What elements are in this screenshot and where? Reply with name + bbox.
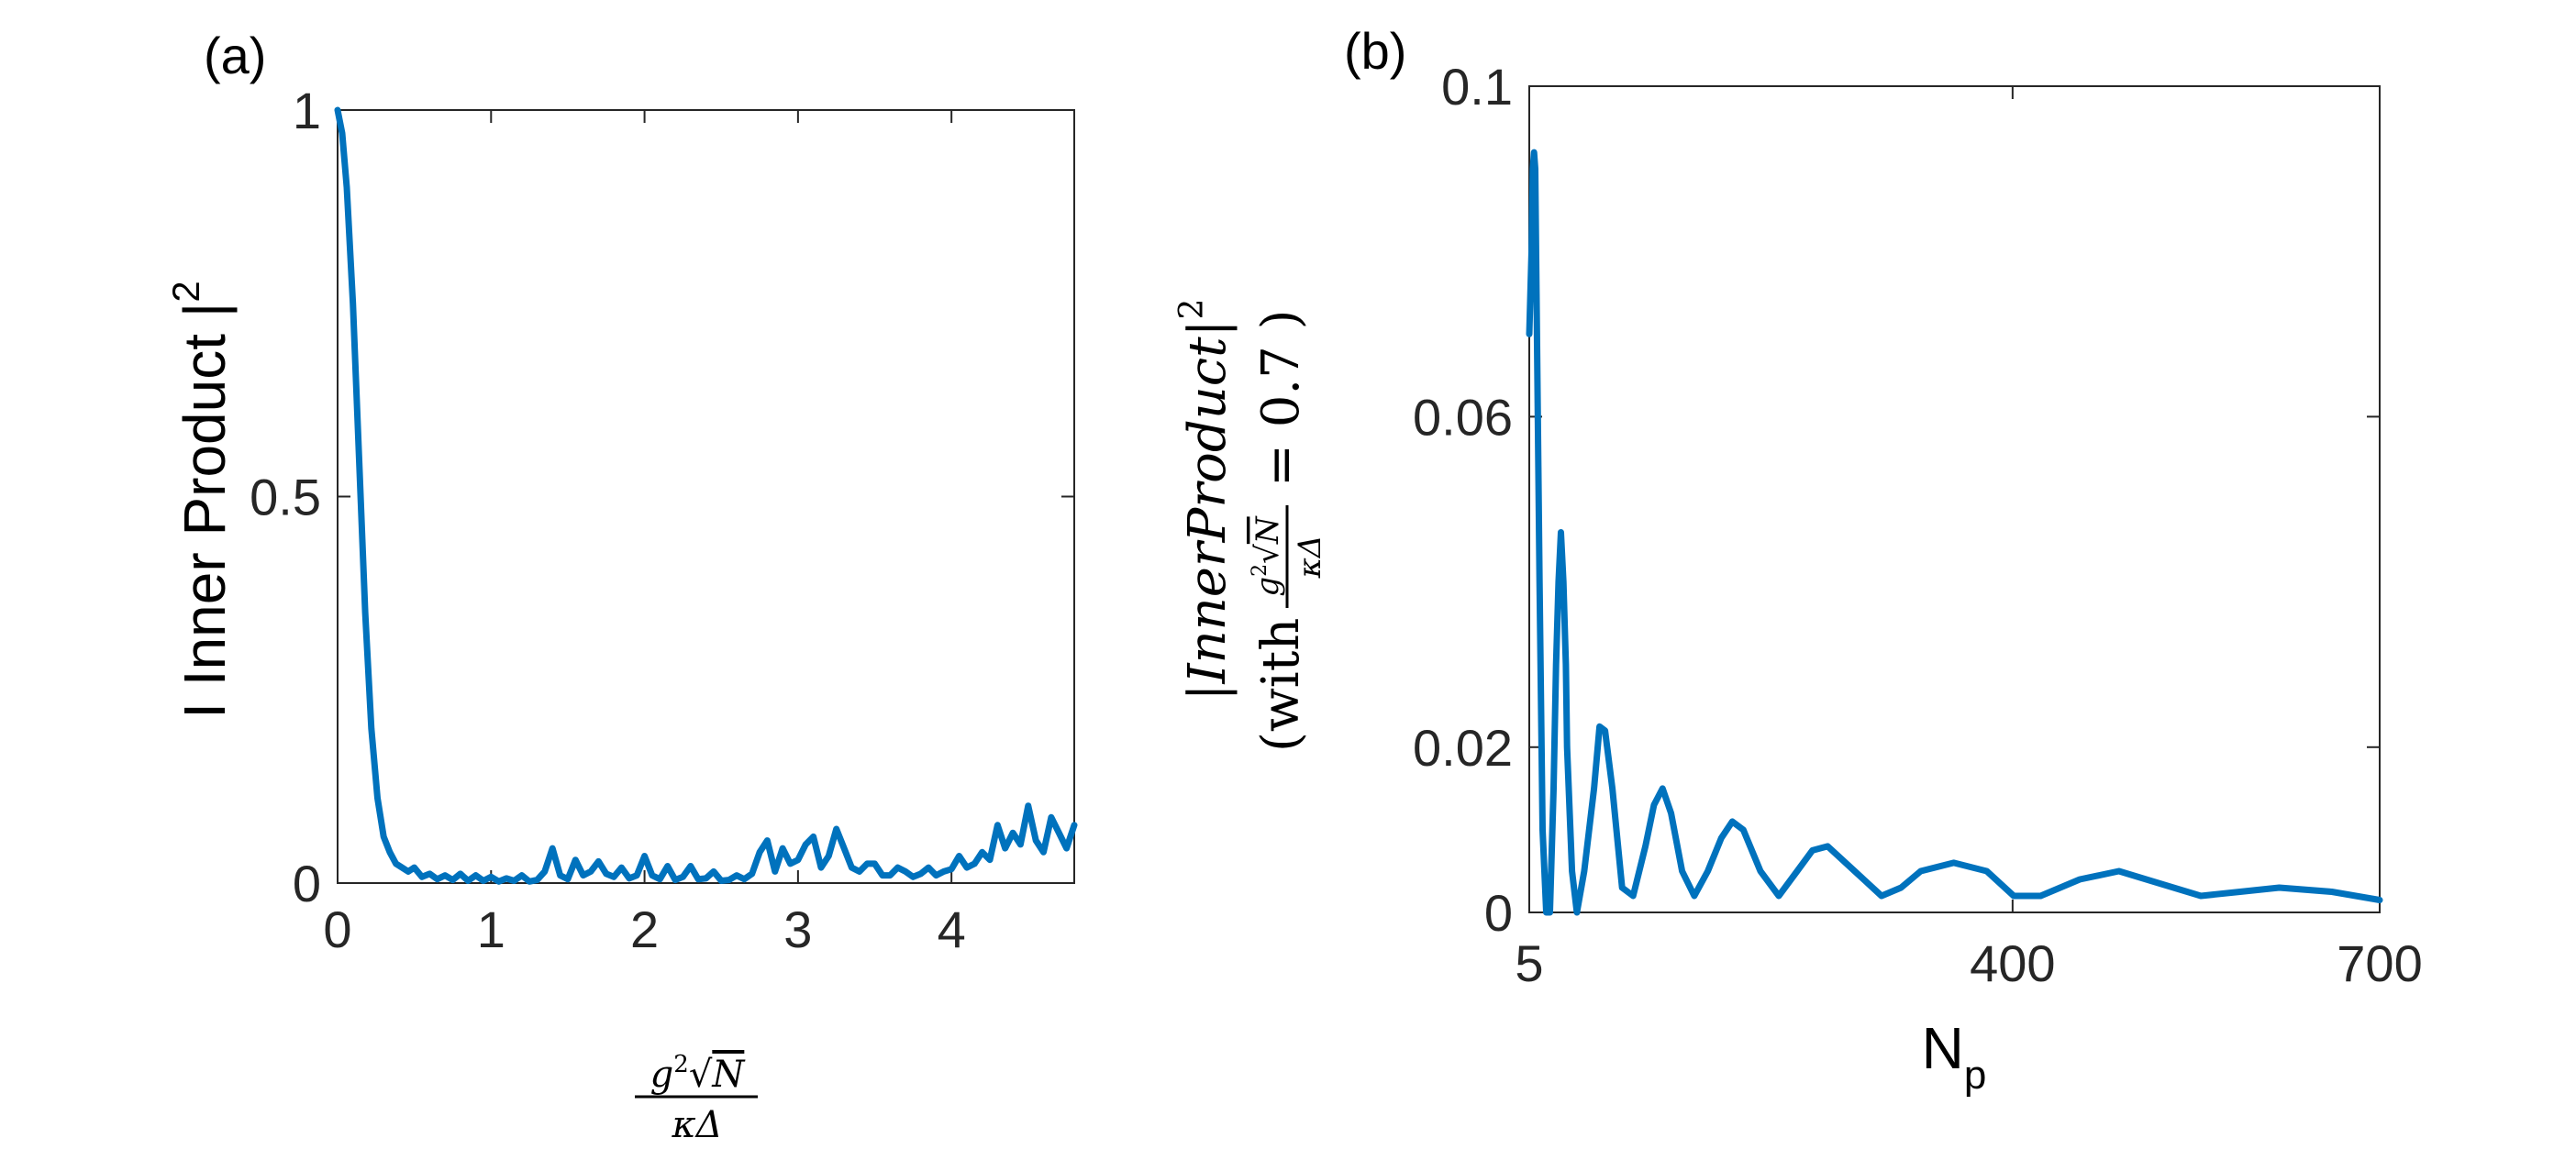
panel-a-label: (a) <box>204 27 266 84</box>
axes-b-frame <box>1528 85 2381 913</box>
axes-a-frame <box>337 109 1075 884</box>
x-label-a-root: √ <box>689 1054 713 1096</box>
y-tick-label: 0 <box>293 855 321 912</box>
y-tick-labels-a: 0 0.5 1 <box>250 82 321 912</box>
x-tick-label: 4 <box>938 900 966 958</box>
x-label-a-g: g <box>650 1054 674 1096</box>
x-label-a-den: κΔ <box>671 1104 722 1146</box>
svg-text:g2√N: g2√N <box>1249 515 1286 596</box>
x-tick-label: 2 <box>630 900 659 958</box>
y-tick-label: 0.1 <box>1441 58 1513 116</box>
x-tick-labels-a: 0 1 2 3 4 <box>323 900 965 958</box>
y-label-b-open: (with <box>1251 618 1311 752</box>
x-axis-label-b-sub: p <box>1964 1053 1986 1098</box>
x-axis-label-b-text: N <box>1922 1015 1964 1081</box>
y-tick-labels-b: 0 0.02 0.06 0.1 <box>1413 58 1513 942</box>
svg-text:g2√N: g2√N <box>650 1051 747 1096</box>
x-tick-label: 1 <box>477 900 505 958</box>
x-tick-label: 700 <box>2337 934 2422 992</box>
y-tick-label: 0.5 <box>250 469 321 526</box>
y-tick-label: 0 <box>1484 884 1513 942</box>
x-label-a-exp: 2 <box>673 1051 689 1078</box>
x-tick-label: 0 <box>323 900 351 958</box>
ticks-a <box>337 109 1074 884</box>
y-axis-label-a-text: I Inner Product | <box>172 303 238 719</box>
x-axis-label-a: g2√N κΔ <box>635 1051 758 1146</box>
y-label-b-line1: |InnerProduct| <box>1178 320 1238 701</box>
series-line-a <box>334 106 1078 885</box>
y-axis-label-a-sup: 2 <box>164 281 207 302</box>
y-label-b-line1-sup: 2 <box>1173 299 1211 320</box>
x-tick-label: 3 <box>783 900 812 958</box>
y-axis-label-a: I Inner Product |2 <box>164 281 238 719</box>
y-label-b-frac-g: g <box>1249 577 1286 597</box>
panel-b: (b) 5 400 700 0 0.02 0.06 0.1 |InnerProd… <box>1173 22 2423 1098</box>
y-tick-label: 1 <box>293 82 321 139</box>
y-tick-label: 0.06 <box>1413 388 1513 446</box>
y-label-b-close: = 0.7 ) <box>1251 310 1311 487</box>
panel-b-label: (b) <box>1344 22 1406 80</box>
x-tick-label: 400 <box>1970 934 2055 992</box>
y-label-b-frac-exp: 2 <box>1249 564 1271 577</box>
y-label-b-frac-den: κΔ <box>1292 536 1328 580</box>
y-label-b-frac-root: √ <box>1249 544 1286 564</box>
x-label-a-n: N <box>711 1054 746 1096</box>
y-tick-label: 0.02 <box>1413 719 1513 777</box>
y-label-b-frac-n: N <box>1249 515 1286 545</box>
ticks-b <box>1528 85 2381 913</box>
svg-text:|InnerProduct|2: |InnerProduct|2 <box>1173 299 1238 701</box>
series-line-b <box>1526 149 2383 916</box>
y-axis-label-b: |InnerProduct|2 (with g2√N κΔ = 0.7 ) <box>1173 299 1328 752</box>
x-axis-label-b: Np <box>1922 1015 1987 1098</box>
panel-a: (a) 0 1 2 3 4 0 0.5 1 I Inner Product |2… <box>164 27 1078 1146</box>
x-tick-labels-b: 5 400 700 <box>1515 934 2422 992</box>
x-tick-label: 5 <box>1515 934 1543 992</box>
